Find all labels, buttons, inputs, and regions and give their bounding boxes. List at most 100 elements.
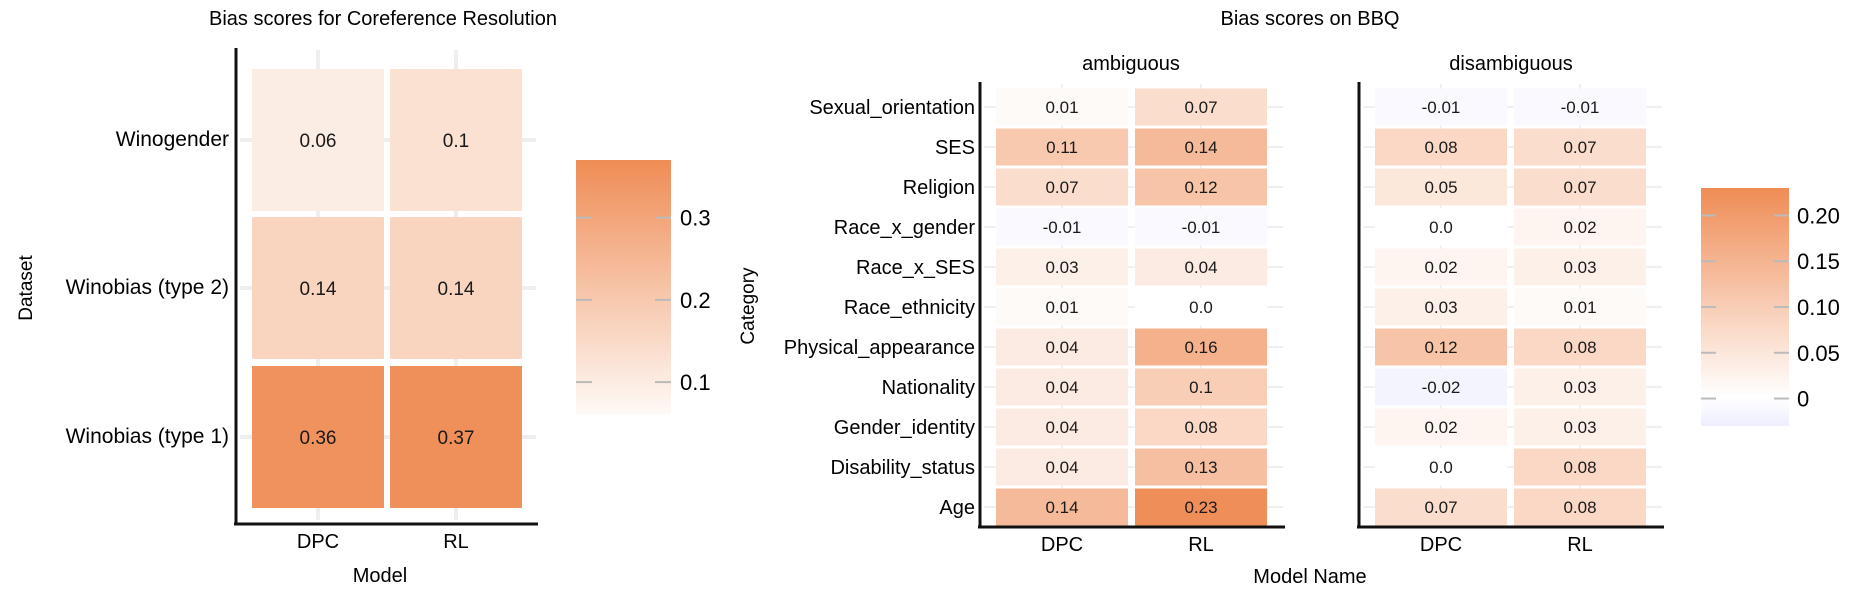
- bbq-disambiguous-cell-label-0-1: -0.01: [1561, 98, 1600, 117]
- bbq-disambiguous-cell-6-0: [1375, 328, 1507, 366]
- bbq-ambiguous-cell-0-1: [1135, 88, 1267, 126]
- bbq-ambiguous-cell-3-1: [1135, 208, 1267, 246]
- coref-cell-2-0: [252, 366, 384, 508]
- coref-cell-labels: 0.06 0.1 0.14 0.14 0.36 0.37: [300, 131, 475, 449]
- coref-x-tick-0: DPC: [297, 531, 339, 553]
- bbq-ambiguous-cell-label-5-0: 0.01: [1045, 298, 1078, 317]
- bbq-ambiguous-cell-label-10-0: 0.14: [1045, 498, 1078, 517]
- coref-cell-label-2-0: 0.36: [300, 428, 337, 449]
- bbq-disambiguous-cell-0-1: [1514, 88, 1646, 126]
- bbq-disambiguous-cell-label-0-0: -0.01: [1422, 98, 1461, 117]
- bbq-disambiguous-cell-label-8-0: 0.02: [1424, 418, 1457, 437]
- bbq-y-tick-6: Physical_appearance: [784, 337, 975, 359]
- bbq-ambiguous-cell-labels: 0.01 0.07 0.11 0.14 0.07 0.12 -0.01 -0.01 0.03 0.…: [1043, 98, 1221, 517]
- bbq-disambiguous-x-tick-1: RL: [1567, 534, 1593, 556]
- coref-colorbar: 0.1 0.2 0.3: [576, 160, 711, 415]
- bbq-ambiguous-x-tick-0: DPC: [1041, 534, 1083, 556]
- bbq-disambiguous-cell-1-1: [1514, 128, 1646, 166]
- bbq-disambiguous-cell-5-1: [1514, 288, 1646, 326]
- coref-colorbar-tick-label-2: 0.3: [680, 206, 711, 231]
- bbq-disambiguous-cell-label-5-1: 0.01: [1563, 298, 1596, 317]
- coref-x-tick-1: RL: [443, 531, 469, 553]
- bbq-disambiguous-cell-5-0: [1375, 288, 1507, 326]
- bbq-y-tick-9: Disability_status: [830, 457, 975, 479]
- bbq-ambiguous-cell-label-6-0: 0.04: [1045, 338, 1078, 357]
- bbq-chart: Bias scores on BBQ ambiguous disambiguou…: [738, 8, 1840, 588]
- bbq-colorbar: 0 0.05 0.10 0.15 0.20: [1701, 188, 1840, 426]
- coref-y-tick-2: Winobias (type 1): [66, 425, 229, 448]
- bbq-panel-title-ambiguous: ambiguous: [1082, 53, 1180, 75]
- bbq-y-tick-2: Religion: [903, 177, 975, 199]
- bbq-ambiguous-cell-label-4-1: 0.04: [1184, 258, 1217, 277]
- bbq-y-tick-3: Race_x_gender: [834, 217, 976, 239]
- bbq-ambiguous-cell-8-0: [996, 408, 1128, 446]
- coref-cell-label-1-0: 0.14: [300, 279, 337, 300]
- bbq-ambiguous-cell-4-0: [996, 248, 1128, 286]
- bbq-disambiguous-cell-10-1: [1514, 488, 1646, 526]
- bbq-disambiguous-cell-label-7-0: -0.02: [1422, 378, 1461, 397]
- bbq-disambiguous-cell-label-3-0: 0.0: [1429, 218, 1453, 237]
- bbq-colorbar-tick-label-3: 0.15: [1797, 249, 1840, 274]
- bbq-ambiguous-cells: [996, 88, 1267, 526]
- bbq-disambiguous-cell-7-1: [1514, 368, 1646, 406]
- coref-cell-2-1: [390, 366, 522, 508]
- bbq-disambiguous-cell-label-2-0: 0.05: [1424, 178, 1457, 197]
- bbq-ambiguous-cell-label-10-1: 0.23: [1184, 498, 1217, 517]
- bbq-ambiguous-cell-label-7-0: 0.04: [1045, 378, 1078, 397]
- bbq-y-tick-4: Race_x_SES: [856, 257, 975, 279]
- coref-colorbar-tick-label-0: 0.1: [680, 370, 711, 395]
- bbq-ambiguous-cell-1-0: [996, 128, 1128, 166]
- bbq-y-tick-5: Race_ethnicity: [844, 297, 975, 319]
- bbq-ambiguous-cell-1-1: [1135, 128, 1267, 166]
- coref-y-tick-0: Winogender: [116, 128, 229, 151]
- bbq-ambiguous-cell-label-0-0: 0.01: [1045, 98, 1078, 117]
- bbq-ambiguous-cell-label-1-1: 0.14: [1184, 138, 1217, 157]
- coref-title: Bias scores for Coreference Resolution: [209, 8, 557, 30]
- bbq-ambiguous-cell-2-1: [1135, 168, 1267, 206]
- bbq-ambiguous-cell-0-0: [996, 88, 1128, 126]
- coref-chart: Bias scores for Coreference Resolution D…: [16, 8, 711, 587]
- bbq-disambiguous-x-tick-0: DPC: [1420, 534, 1462, 556]
- bbq-ambiguous-cell-10-0: [996, 488, 1128, 526]
- bbq-x-axis-label: Model Name: [1253, 566, 1366, 588]
- coref-cell-0-1: [390, 69, 522, 211]
- bbq-disambiguous-cell-label-3-1: 0.02: [1563, 218, 1596, 237]
- bbq-y-tick-1: SES: [935, 137, 975, 159]
- coref-y-axis-label: Dataset: [16, 255, 37, 321]
- bbq-y-tick-8: Gender_identity: [834, 417, 975, 439]
- bbq-colorbar-tick-label-0: 0: [1797, 387, 1809, 412]
- bbq-ambiguous-cell-5-1: [1135, 288, 1267, 326]
- coref-cell-label-1-1: 0.14: [438, 279, 475, 300]
- bbq-disambiguous-cell-3-0: [1375, 208, 1507, 246]
- bbq-ambiguous-cell-label-3-0: -0.01: [1043, 218, 1082, 237]
- bbq-colorbar-tick-label-4: 0.20: [1797, 203, 1840, 228]
- bbq-disambiguous-cell-label-1-0: 0.08: [1424, 138, 1457, 157]
- bbq-disambiguous-cell-8-1: [1514, 408, 1646, 446]
- coref-cells: [252, 69, 522, 508]
- bbq-disambiguous-cell-label-1-1: 0.07: [1563, 138, 1596, 157]
- coref-cell-label-0-0: 0.06: [300, 131, 337, 152]
- bbq-ambiguous-cell-label-7-1: 0.1: [1189, 378, 1213, 397]
- bbq-ambiguous-cell-2-0: [996, 168, 1128, 206]
- bbq-ambiguous-cell-9-0: [996, 448, 1128, 486]
- bbq-disambiguous-cell-7-0: [1375, 368, 1507, 406]
- bbq-ambiguous-cell-label-4-0: 0.03: [1045, 258, 1078, 277]
- coref-cell-1-0: [252, 217, 384, 359]
- bbq-ambiguous-cell-label-0-1: 0.07: [1184, 98, 1217, 117]
- bbq-ambiguous-cell-label-9-1: 0.13: [1184, 458, 1217, 477]
- bbq-disambiguous-cell-label-2-1: 0.07: [1563, 178, 1596, 197]
- bbq-disambiguous-cell-6-1: [1514, 328, 1646, 366]
- bbq-disambiguous-cell-4-1: [1514, 248, 1646, 286]
- bbq-disambiguous-cell-3-1: [1514, 208, 1646, 246]
- bbq-ambiguous-x-tick-1: RL: [1188, 534, 1214, 556]
- bbq-ambiguous-cell-label-2-1: 0.12: [1184, 178, 1217, 197]
- bbq-ambiguous-cell-10-1: [1135, 488, 1267, 526]
- bbq-disambiguous-cell-4-0: [1375, 248, 1507, 286]
- bbq-disambiguous-cell-9-1: [1514, 448, 1646, 486]
- bbq-ambiguous-cell-label-9-0: 0.04: [1045, 458, 1078, 477]
- bbq-disambiguous-cell-0-0: [1375, 88, 1507, 126]
- bbq-y-tick-10: Age: [939, 497, 975, 519]
- coref-y-tick-1: Winobias (type 2): [66, 276, 229, 299]
- coref-cell-0-0: [252, 69, 384, 211]
